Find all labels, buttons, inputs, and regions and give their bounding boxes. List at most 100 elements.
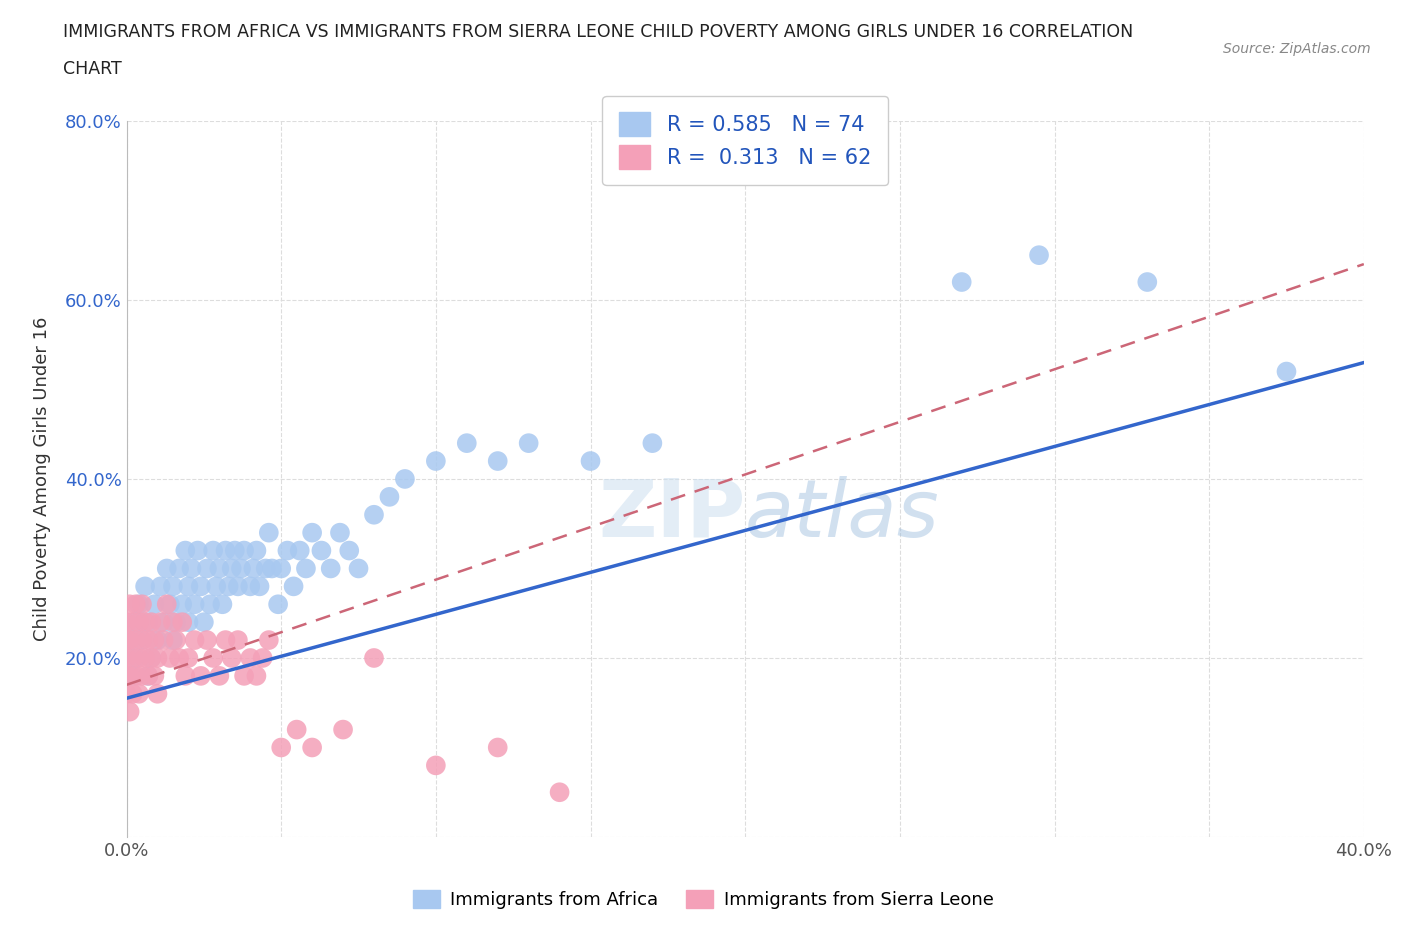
Point bbox=[337, 543, 360, 558]
Y-axis label: Child Poverty Among Girls Under 16: Child Poverty Among Girls Under 16 bbox=[32, 317, 51, 641]
Point bbox=[224, 543, 246, 558]
Point bbox=[208, 561, 231, 576]
Point bbox=[193, 615, 215, 630]
Point bbox=[172, 615, 194, 630]
Point bbox=[141, 651, 163, 666]
Point bbox=[329, 525, 352, 540]
Point bbox=[641, 435, 664, 451]
Point bbox=[1136, 274, 1159, 289]
Point bbox=[211, 597, 233, 612]
Point bbox=[363, 651, 385, 666]
Point bbox=[288, 543, 311, 558]
Point bbox=[125, 651, 148, 666]
Point bbox=[218, 578, 240, 594]
Point bbox=[319, 561, 342, 576]
Point bbox=[242, 561, 264, 576]
Point bbox=[187, 543, 209, 558]
Point bbox=[128, 597, 150, 612]
Point bbox=[125, 597, 148, 612]
Point bbox=[146, 632, 169, 647]
Point bbox=[167, 651, 190, 666]
Point bbox=[136, 632, 159, 647]
Point bbox=[285, 722, 308, 737]
Legend: Immigrants from Africa, Immigrants from Sierra Leone: Immigrants from Africa, Immigrants from … bbox=[405, 883, 1001, 916]
Point bbox=[394, 472, 416, 486]
Point bbox=[128, 651, 150, 666]
Point bbox=[134, 651, 156, 666]
Point bbox=[131, 632, 153, 647]
Point bbox=[121, 686, 143, 701]
Point bbox=[233, 669, 256, 684]
Point bbox=[177, 615, 200, 630]
Point bbox=[118, 597, 141, 612]
Point bbox=[245, 669, 267, 684]
Text: atlas: atlas bbox=[745, 476, 941, 553]
Point bbox=[177, 578, 200, 594]
Point bbox=[134, 615, 156, 630]
Point bbox=[156, 597, 179, 612]
Point bbox=[311, 543, 333, 558]
Point bbox=[146, 651, 169, 666]
Point bbox=[136, 615, 159, 630]
Point bbox=[128, 686, 150, 701]
Point bbox=[143, 632, 166, 647]
Text: IMMIGRANTS FROM AFRICA VS IMMIGRANTS FROM SIERRA LEONE CHILD POVERTY AMONG GIRLS: IMMIGRANTS FROM AFRICA VS IMMIGRANTS FRO… bbox=[63, 23, 1133, 41]
Point bbox=[221, 561, 243, 576]
Point bbox=[214, 543, 236, 558]
Point bbox=[202, 651, 225, 666]
Point bbox=[301, 525, 323, 540]
Point bbox=[229, 561, 252, 576]
Point bbox=[226, 632, 249, 647]
Point bbox=[165, 632, 187, 647]
Point bbox=[172, 597, 194, 612]
Point bbox=[131, 597, 153, 612]
Point bbox=[548, 785, 571, 800]
Point bbox=[245, 543, 267, 558]
Point bbox=[378, 489, 401, 504]
Point bbox=[134, 578, 156, 594]
Point bbox=[118, 632, 141, 647]
Point bbox=[115, 686, 138, 701]
Point bbox=[214, 632, 236, 647]
Point bbox=[425, 454, 447, 469]
Point bbox=[195, 632, 218, 647]
Text: ZIP: ZIP bbox=[598, 476, 745, 553]
Point bbox=[136, 669, 159, 684]
Point bbox=[162, 632, 184, 647]
Point bbox=[165, 615, 187, 630]
Point bbox=[456, 435, 478, 451]
Point bbox=[141, 615, 163, 630]
Point bbox=[260, 561, 283, 576]
Point bbox=[205, 578, 228, 594]
Point bbox=[1275, 364, 1298, 379]
Point bbox=[115, 669, 138, 684]
Point bbox=[143, 597, 166, 612]
Point bbox=[183, 632, 205, 647]
Point bbox=[195, 561, 218, 576]
Legend: R = 0.585   N = 74, R =  0.313   N = 62: R = 0.585 N = 74, R = 0.313 N = 62 bbox=[602, 96, 889, 185]
Point bbox=[143, 669, 166, 684]
Point bbox=[363, 508, 385, 523]
Point bbox=[332, 722, 354, 737]
Point bbox=[128, 615, 150, 630]
Point bbox=[233, 543, 256, 558]
Point bbox=[347, 561, 370, 576]
Point bbox=[301, 740, 323, 755]
Point bbox=[1028, 247, 1050, 262]
Point bbox=[208, 669, 231, 684]
Point bbox=[121, 669, 143, 684]
Point bbox=[283, 578, 305, 594]
Point bbox=[177, 651, 200, 666]
Point bbox=[252, 651, 274, 666]
Point bbox=[121, 651, 143, 666]
Point bbox=[118, 632, 141, 647]
Point bbox=[159, 651, 181, 666]
Point bbox=[254, 561, 277, 576]
Point bbox=[270, 740, 292, 755]
Point bbox=[183, 597, 205, 612]
Point bbox=[950, 274, 973, 289]
Point bbox=[180, 561, 202, 576]
Point bbox=[146, 686, 169, 701]
Point bbox=[239, 578, 262, 594]
Point bbox=[152, 615, 174, 630]
